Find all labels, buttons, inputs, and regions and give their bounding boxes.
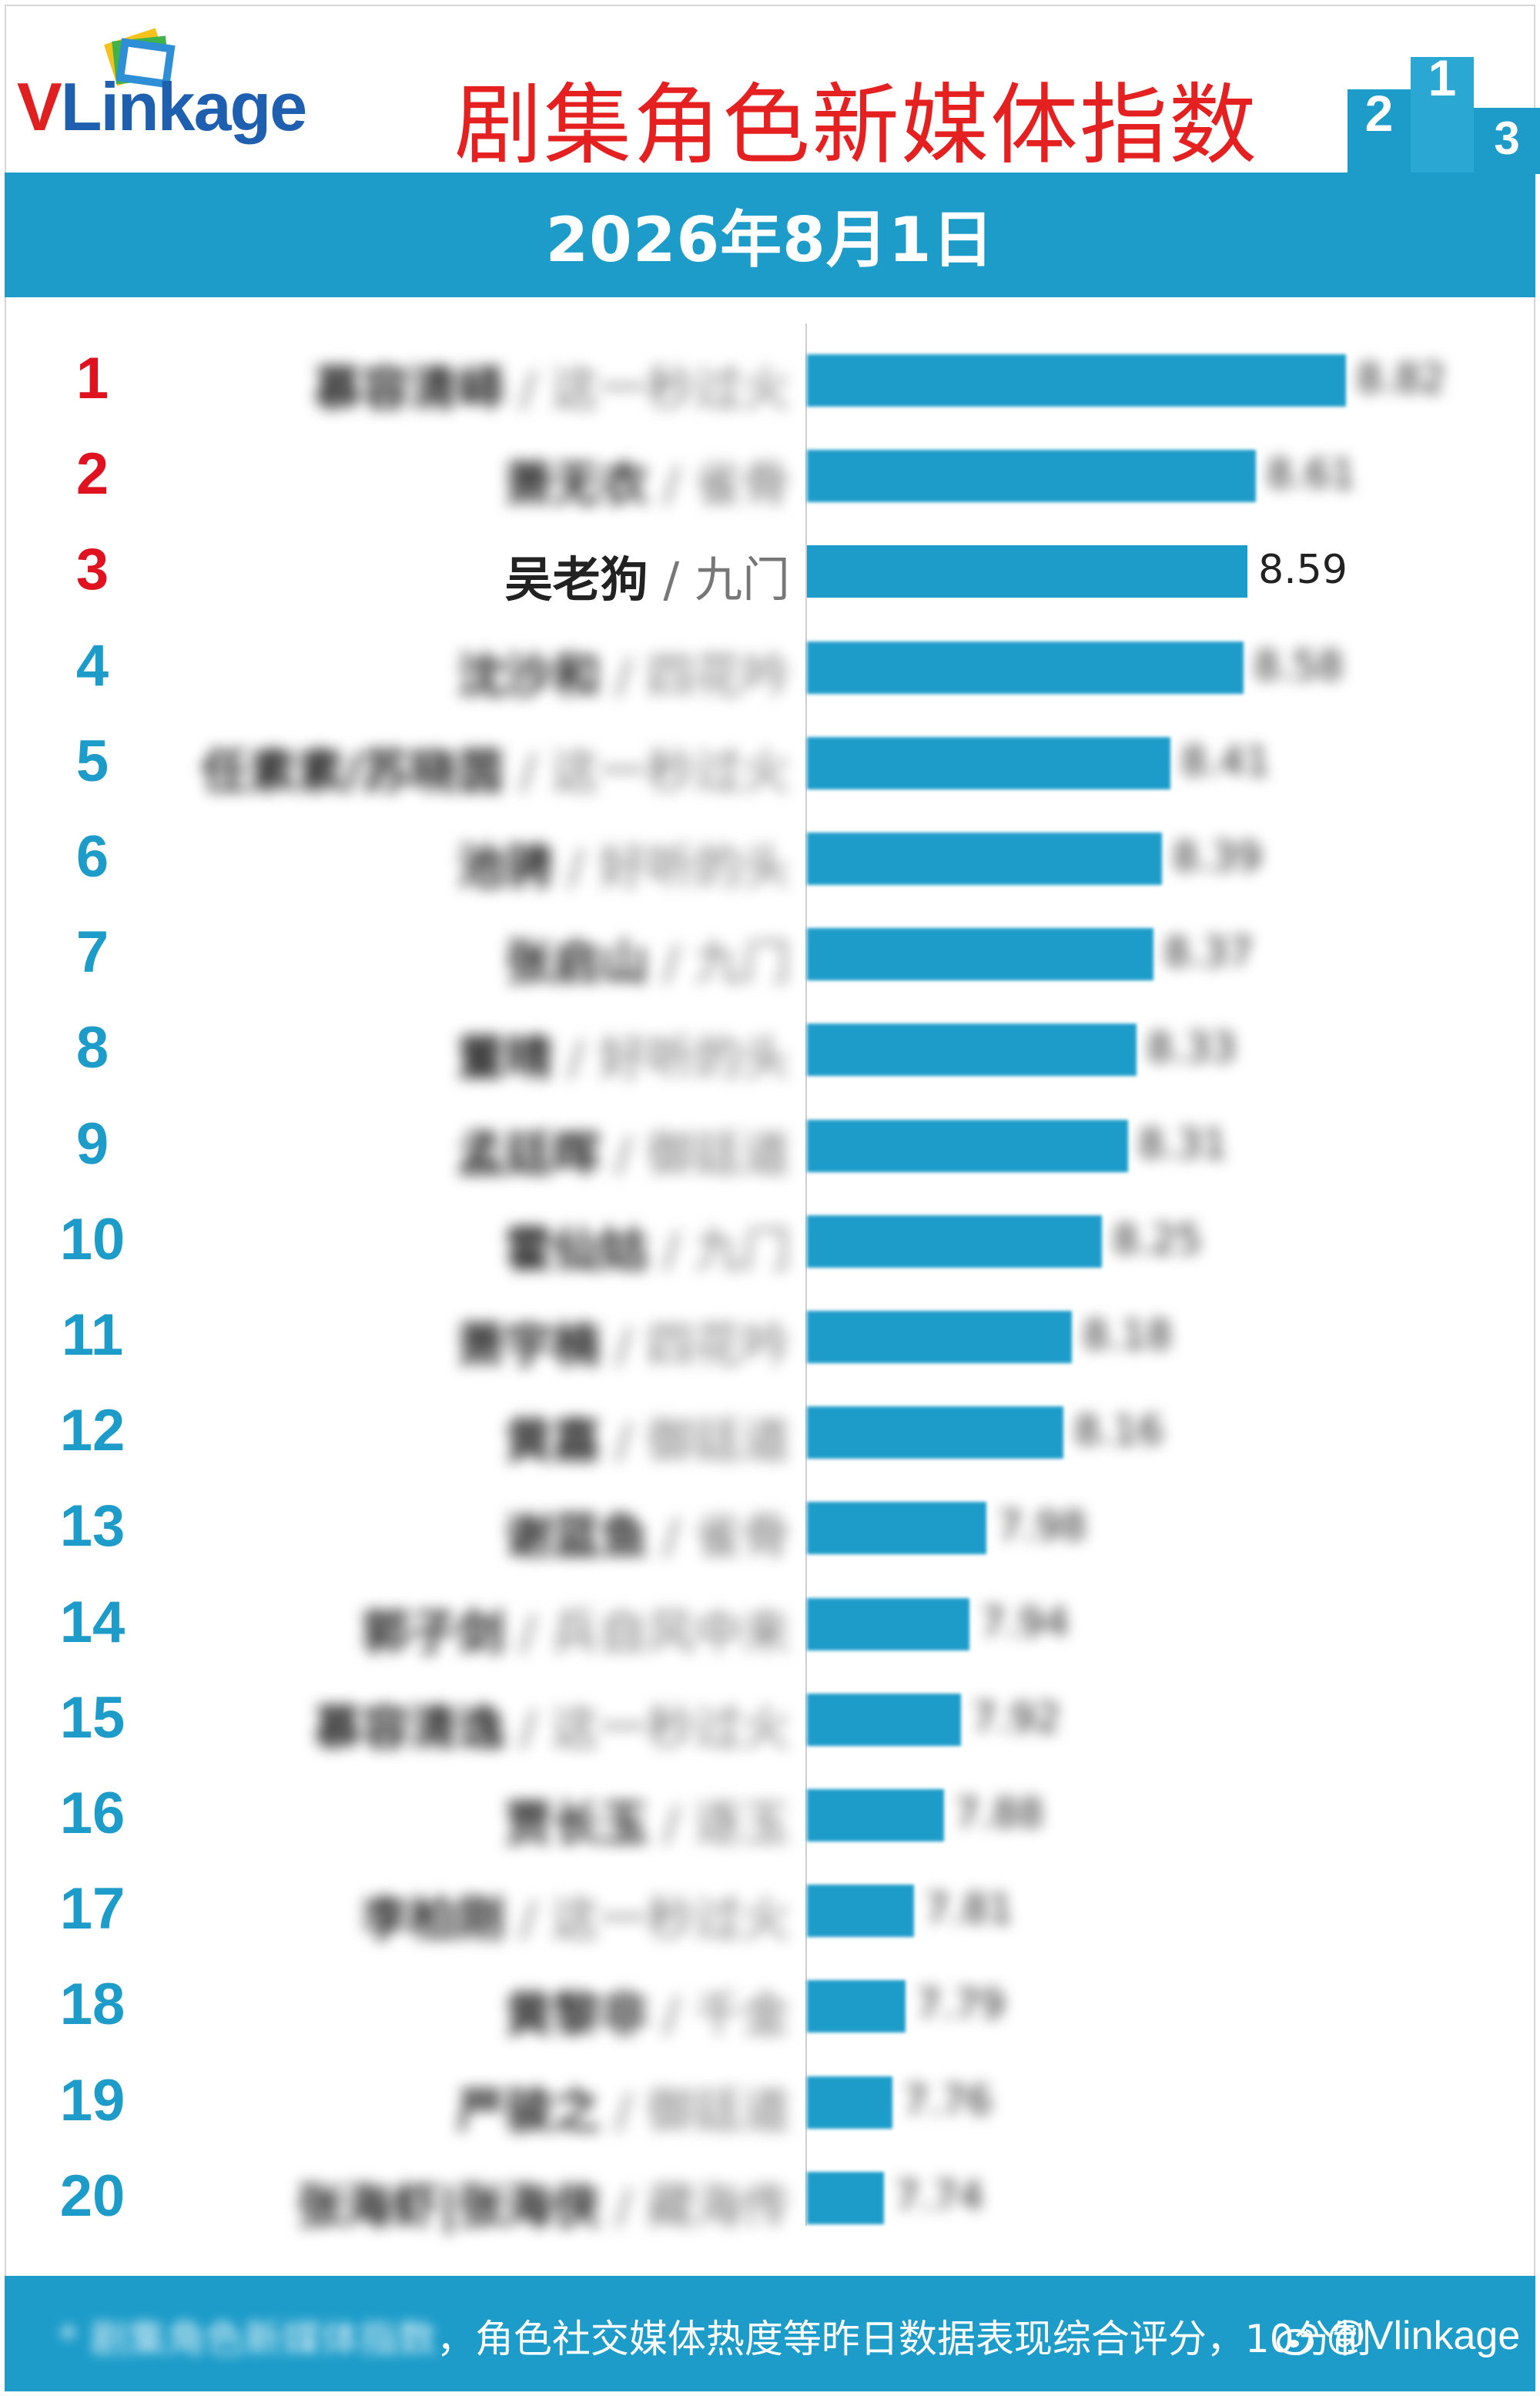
bar	[807, 1789, 944, 1841]
bar	[807, 1502, 987, 1555]
rank-number: 10	[59, 1206, 126, 1272]
bar	[807, 354, 1346, 407]
rank-number: 2	[75, 441, 109, 508]
bar	[807, 545, 1248, 598]
bar-value-label: 8.39	[1173, 834, 1262, 880]
rank-number: 5	[75, 728, 109, 794]
rank-number: 3	[75, 537, 109, 603]
bar	[807, 928, 1153, 981]
bar-label: 郭子剑 / 兵自风中来	[361, 1603, 790, 1660]
bar-value-label: 8.33	[1147, 1025, 1237, 1072]
podium-number-1: 1	[1428, 49, 1457, 106]
bar	[807, 1980, 906, 2033]
bar	[807, 2076, 892, 2129]
date-label: 2026年8月1日	[545, 204, 995, 276]
bar-label: 慕容清逸 / 这一秒过火	[313, 1699, 790, 1756]
bar-label: 黄黎非 / 千金	[504, 1986, 790, 2043]
bar-label: 沈沙和 / 四花吟	[457, 647, 790, 704]
bar	[807, 2171, 884, 2224]
bar	[807, 1406, 1064, 1459]
bar-value-label: 7.88	[954, 1791, 1044, 1837]
bar-label: 萧无衣 / 雀骨	[504, 456, 790, 513]
bar-label: 董晴 / 好听的头	[457, 1030, 790, 1087]
footnote: * 剧集角色新媒体指数，角色社交媒体热度等昨日数据表现综合评分，10分制	[59, 2308, 1371, 2364]
bar	[807, 1693, 961, 1746]
rank-number: 13	[59, 1493, 126, 1560]
bar-label: 张海虾|张海侠 / 藏海传	[296, 2177, 790, 2234]
footnote-text: ，角色社交媒体热度等昨日数据表现综合评分，10分制	[436, 2317, 1371, 2361]
weibo-icon	[1277, 2324, 1318, 2356]
bar-value-label: 8.41	[1181, 738, 1270, 785]
bar-label: 李柏刚 / 这一秒过火	[361, 1891, 790, 1948]
bar	[807, 833, 1163, 885]
bar	[807, 1215, 1103, 1268]
chart-axis-line	[805, 323, 807, 2226]
bar-label: 孟廷晖 / 御廷道	[457, 1125, 790, 1182]
rank-number: 11	[61, 1302, 124, 1368]
bar-label: 谢蓝鱼 / 雀骨	[504, 1508, 790, 1565]
bar-value-label: 8.82	[1357, 356, 1446, 402]
bar	[807, 1597, 969, 1650]
podium-icon: 2 1 3	[1348, 49, 1540, 174]
bar	[807, 1024, 1137, 1077]
bar-value-label: 8.61	[1267, 451, 1357, 498]
bar-value-label: 8.31	[1138, 1121, 1228, 1168]
rank-number: 17	[59, 1876, 126, 1942]
page-title: 剧集角色新媒体指数	[454, 74, 1259, 176]
bar-label: 贾长玉 / 逐玉	[504, 1795, 790, 1851]
rank-number: 9	[75, 1111, 109, 1177]
bar-value-label: 8.18	[1083, 1312, 1173, 1359]
bar	[807, 450, 1257, 503]
bar-value-label: 7.79	[916, 1982, 1006, 2029]
bar-value-label: 8.37	[1163, 930, 1254, 977]
bar-value-label: 7.94	[979, 1599, 1070, 1646]
bar-label: 吴老狗 / 九门	[504, 551, 790, 608]
bar	[807, 1119, 1128, 1172]
bar-value-label: 7.81	[924, 1886, 1014, 1933]
rank-number: 19	[59, 2067, 126, 2133]
bar-value-label: 8.25	[1113, 1216, 1202, 1263]
bar-value-label: 7.92	[971, 1694, 1061, 1741]
bar	[807, 1885, 914, 1938]
bar-value-label: 7.98	[997, 1503, 1086, 1550]
bar-value-label: 8.16	[1074, 1408, 1163, 1455]
bar-label: 张启山 / 九门	[504, 934, 790, 991]
date-banner: 2026年8月1日	[5, 173, 1535, 297]
footnote-prefix: * 剧集角色新媒体指数	[59, 2317, 437, 2361]
podium-number-3: 3	[1494, 112, 1519, 164]
weibo-watermark: @Vlinkage	[1275, 2313, 1520, 2359]
rank-number: 15	[59, 1684, 126, 1751]
vlinkage-logo: VLinkage	[17, 28, 340, 162]
rank-number: 4	[75, 632, 109, 699]
rank-number: 8	[75, 1015, 109, 1081]
rank-number: 6	[75, 824, 109, 890]
bar-label: 任素素/苏晓茵 / 这一秒过火	[201, 742, 790, 799]
bar-value-label: 8.59	[1258, 547, 1348, 594]
rank-number: 14	[59, 1589, 126, 1655]
bar-label: 慕容清峄 / 这一秒过火	[313, 360, 790, 417]
rank-number: 1	[75, 346, 109, 411]
bar-label: 池骋 / 好听的头	[457, 839, 790, 895]
podium-number-2: 2	[1365, 85, 1394, 142]
footer-banner: * 剧集角色新媒体指数，角色社交媒体热度等昨日数据表现综合评分，10分制 @Vl…	[5, 2276, 1535, 2391]
bar	[807, 736, 1171, 789]
watermark-text: @Vlinkage	[1326, 2314, 1521, 2358]
rank-number: 7	[75, 920, 109, 986]
rank-number: 16	[59, 1781, 126, 1846]
rank-number: 18	[59, 1972, 126, 2038]
bar-value-label: 7.76	[902, 2077, 993, 2124]
logo-wordmark: VLinkage	[17, 69, 307, 145]
bar-value-label: 8.58	[1254, 642, 1344, 689]
bar-label: 萧宇楠 / 四花吟	[457, 1317, 790, 1373]
bar-label: 严骏之 / 御廷道	[457, 2082, 790, 2139]
bar	[807, 641, 1244, 694]
bar-label: 黄嘉 / 御廷道	[504, 1412, 790, 1469]
logo-cards-icon	[104, 28, 176, 89]
rank-number: 12	[59, 1398, 126, 1464]
bar-value-label: 7.74	[894, 2173, 984, 2220]
bar-label: 霍仙姑 / 九门	[504, 1221, 790, 1278]
rank-number: 20	[59, 2163, 126, 2229]
bar	[807, 1311, 1073, 1363]
